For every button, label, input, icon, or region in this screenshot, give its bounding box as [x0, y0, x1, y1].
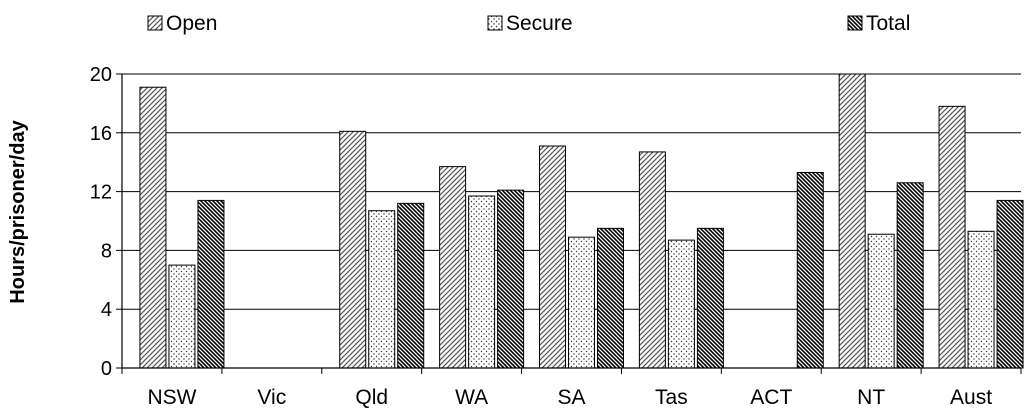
- y-tick-labels: 0 4 8 12 16 20: [90, 64, 112, 380]
- x-tick-label: Aust: [950, 386, 992, 409]
- x-tick-label: Tas: [655, 386, 688, 409]
- bar-secure-wa: [468, 195, 496, 369]
- x-tick-labels: NSW Vic Qld WA SA Tas ACT NT Aust: [147, 386, 992, 409]
- x-tick-label: Qld: [355, 386, 388, 409]
- bar-total-nt: [896, 182, 924, 369]
- bar-total-act: [796, 171, 824, 369]
- bars: [139, 73, 1024, 369]
- x-tick-label: NT: [857, 386, 885, 409]
- bar-open-sa: [539, 145, 566, 369]
- x-tick-label: WA: [455, 386, 488, 409]
- bar-total-wa: [497, 189, 525, 369]
- y-tick-label: 20: [90, 64, 112, 86]
- x-tick-label: ACT: [750, 386, 792, 409]
- bar-total-aust: [996, 199, 1024, 369]
- bar-open-aust: [938, 105, 966, 369]
- bar-open-wa: [439, 166, 467, 369]
- bar-open-nsw: [139, 86, 167, 369]
- legend-swatch-secure: [487, 15, 503, 31]
- bar-secure-nsw: [168, 264, 196, 369]
- bar-total-sa: [597, 227, 624, 369]
- bar-secure-nt: [867, 233, 895, 369]
- legend-label-secure: Secure: [506, 12, 573, 35]
- y-tick-label: 4: [101, 299, 112, 321]
- bar-secure-sa: [568, 236, 595, 369]
- bar-secure-tas: [667, 239, 695, 369]
- legend-label-total: Total: [866, 12, 910, 35]
- x-tick-label: SA: [557, 386, 585, 409]
- axes: [121, 74, 1022, 374]
- y-axis-title: Hours/prisoner/day: [7, 119, 29, 303]
- bar-total-tas: [696, 227, 724, 369]
- legend-label-open: Open: [166, 12, 217, 35]
- x-tick-label: Vic: [257, 386, 286, 409]
- bar-secure-qld: [368, 210, 396, 369]
- legend-swatch-open: [147, 15, 163, 31]
- y-tick-label: 0: [101, 358, 112, 380]
- y-tick-label: 16: [90, 123, 112, 145]
- legend: Open Secure Total: [147, 12, 910, 35]
- bar-total-nsw: [197, 199, 225, 369]
- bar-open-tas: [638, 151, 666, 369]
- y-tick-label: 12: [90, 182, 112, 204]
- y-tick-label: 8: [101, 240, 112, 262]
- bar-secure-aust: [967, 230, 995, 369]
- legend-swatch-total: [847, 15, 863, 31]
- x-tick-label: NSW: [147, 386, 196, 409]
- bar-open-qld: [339, 130, 367, 369]
- bar-total-qld: [397, 202, 425, 369]
- bar-open-nt: [838, 73, 866, 369]
